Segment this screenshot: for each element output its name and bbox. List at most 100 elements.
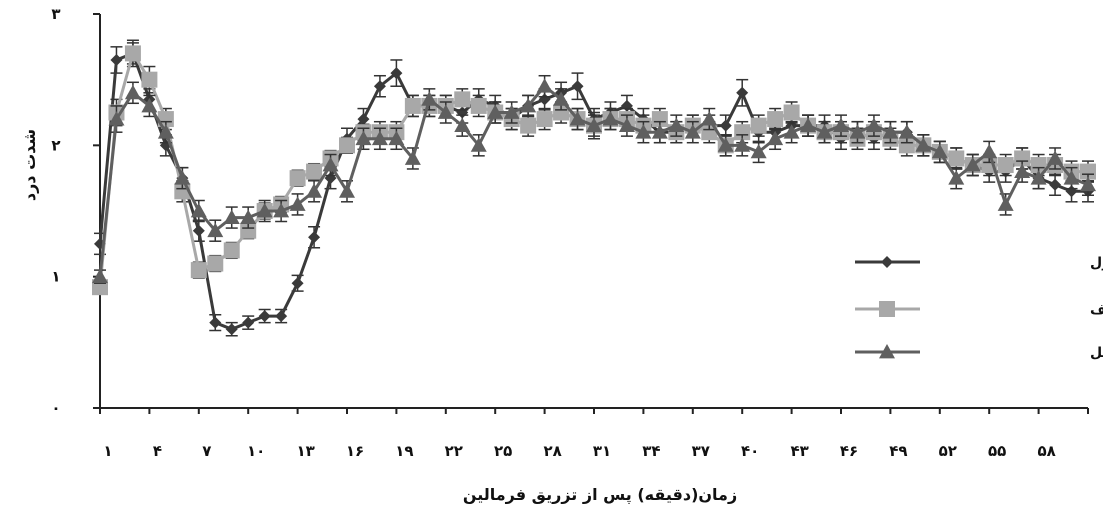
- data-point: [339, 183, 355, 198]
- data-point: [553, 104, 570, 121]
- x-tick-label: ۴۰: [741, 442, 759, 460]
- data-point: [371, 130, 388, 146]
- series-1: [94, 42, 1094, 337]
- data-point: [719, 119, 732, 132]
- data-point: [108, 111, 125, 126]
- data-point: [404, 97, 421, 114]
- x-tick-label: ۱۳: [296, 442, 314, 460]
- data-point: [997, 196, 1014, 211]
- data-point: [258, 310, 271, 323]
- data-point: [668, 117, 685, 133]
- data-point: [207, 255, 224, 272]
- data-point: [1063, 170, 1080, 185]
- data-point: [651, 124, 668, 139]
- data-point: [931, 143, 948, 159]
- data-point: [898, 137, 915, 154]
- data-point: [1030, 170, 1047, 185]
- legend-label: پارکینسونی کامل: [1090, 345, 1103, 361]
- x-tick-label: ۱۶: [346, 442, 364, 460]
- x-tick-label: ۵۵: [988, 442, 1006, 460]
- data-point: [92, 268, 108, 284]
- data-point: [1049, 178, 1062, 191]
- data-point: [1080, 176, 1096, 192]
- data-point: [110, 53, 123, 66]
- data-point: [470, 137, 487, 152]
- data-point: [865, 117, 882, 133]
- data-point: [190, 262, 207, 279]
- data-point: [1080, 163, 1096, 180]
- data-point: [767, 130, 784, 146]
- data-point: [357, 113, 370, 126]
- data-point: [1030, 157, 1047, 174]
- x-tick-label: ۲۲: [445, 442, 463, 460]
- data-point: [569, 111, 586, 126]
- data-point: [948, 150, 965, 167]
- data-point: [1014, 150, 1031, 167]
- data-point: [242, 316, 255, 329]
- data-point: [849, 124, 866, 139]
- data-point: [190, 203, 207, 218]
- data-point: [256, 203, 273, 218]
- data-point: [651, 111, 668, 128]
- data-point: [520, 97, 537, 113]
- y-tick-label: ۱: [51, 268, 60, 286]
- legend-item-3: پارکینسونی کامل: [855, 344, 1103, 361]
- legend-marker: [879, 344, 895, 359]
- data-point: [553, 91, 570, 106]
- data-point: [717, 137, 734, 152]
- series-line: [98, 49, 1088, 288]
- data-point: [736, 86, 749, 99]
- data-point: [816, 124, 833, 139]
- data-point: [981, 143, 998, 159]
- data-point: [306, 163, 323, 180]
- legend-item-2: پارکینسونی ضعیف: [855, 301, 1103, 318]
- data-point: [783, 124, 800, 139]
- data-point: [404, 150, 421, 165]
- data-point: [174, 170, 191, 185]
- data-point: [997, 157, 1014, 174]
- x-tick-label: ۲۸: [543, 442, 561, 460]
- data-point: [223, 242, 240, 259]
- data-point: [373, 80, 386, 93]
- legend-marker: [881, 256, 893, 268]
- data-point: [454, 91, 471, 108]
- data-point: [339, 137, 355, 154]
- series-3: [92, 74, 1096, 284]
- data-point: [275, 310, 288, 323]
- x-tick-label: ۳۷: [692, 442, 710, 460]
- y-axis-title: شدت درد: [20, 129, 39, 201]
- data-point: [536, 111, 553, 128]
- x-tick-label: ۷: [202, 442, 211, 460]
- legend-label: پارکینسونی ضعیف: [1090, 302, 1103, 318]
- series-line: [98, 51, 1088, 331]
- data-point: [833, 117, 849, 133]
- data-point: [1014, 163, 1031, 178]
- x-tick-label: ۵۲: [939, 442, 957, 460]
- data-point: [767, 111, 784, 128]
- data-point: [684, 124, 701, 139]
- x-tick-label: ۴۶: [840, 442, 858, 460]
- series-2: [92, 39, 1096, 296]
- x-tick-label: ۱۰: [247, 442, 265, 460]
- x-tick-label: ۴۹: [889, 442, 907, 460]
- data-point: [750, 143, 767, 159]
- x-tick-label: ۲۵: [494, 442, 512, 460]
- data-point: [915, 137, 932, 152]
- data-point: [289, 196, 306, 211]
- data-point: [192, 224, 205, 237]
- data-point: [948, 170, 965, 185]
- legend-item-1: کنترل: [855, 255, 1103, 271]
- data-point: [207, 222, 224, 238]
- legend: کنترل پارکینسونی ضعیف پارکینسونی کامل: [855, 255, 1103, 361]
- y-tick-label: ۳: [51, 5, 60, 23]
- legend-marker: [879, 301, 895, 317]
- data-point: [388, 130, 405, 146]
- data-point: [618, 117, 635, 133]
- data-point: [635, 124, 652, 139]
- legend-label: کنترل: [1090, 255, 1103, 271]
- data-point: [141, 97, 158, 113]
- data-point: [964, 157, 981, 172]
- x-axis: ۱ ۴ ۷ ۱۰ ۱۳ ۱۶ ۱۹ ۲۲ ۲۵ ۲۸ ۳۱ ۳۴ ۳۷ ۴۰ ۴۳ ۴۶ ۴۹ ۵۲ ۵۵ ۵۸: [99, 407, 1089, 460]
- x-axis-title: زمان(دقیقه) پس از تزریق فرمالین: [463, 485, 737, 505]
